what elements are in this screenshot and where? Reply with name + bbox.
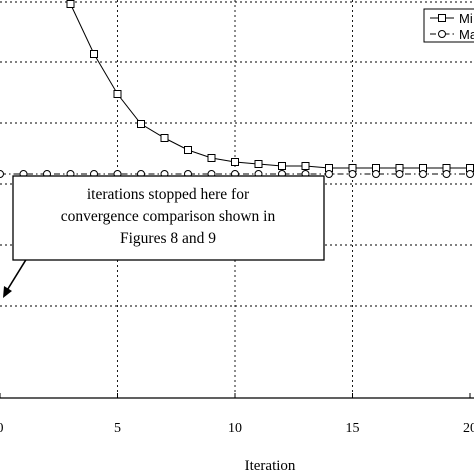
x-tick-label: 20 bbox=[463, 421, 474, 436]
annotation: iterations stopped here for convergence … bbox=[3, 175, 325, 298]
data-point-mi bbox=[254, 160, 263, 168]
x-ticks: 0 5 10 15 20 bbox=[0, 393, 474, 436]
data-point-mi bbox=[278, 162, 286, 170]
data-point-mi bbox=[66, 0, 75, 8]
data-point-mi bbox=[207, 154, 216, 162]
annotation-box bbox=[12, 175, 325, 261]
data-point-ma bbox=[325, 170, 333, 178]
x-tick-label: 10 bbox=[228, 421, 242, 436]
legend-marker-mi bbox=[438, 14, 446, 22]
data-point-mi bbox=[160, 134, 169, 142]
legend-label-ma: Ma bbox=[459, 27, 474, 42]
data-point-mi bbox=[90, 50, 98, 58]
data-point-ma bbox=[372, 170, 380, 178]
x-tick-label: 15 bbox=[346, 421, 360, 436]
legend: Mi Ma bbox=[423, 8, 474, 43]
annotation-line-2: convergence comparison shown in bbox=[61, 208, 276, 225]
data-point-ma bbox=[0, 170, 4, 178]
annotation-line-3: Figures 8 and 9 bbox=[120, 230, 216, 247]
data-point-ma bbox=[419, 170, 427, 178]
data-point-ma bbox=[348, 170, 357, 178]
x-tick-label: 0 bbox=[0, 421, 4, 436]
annotation-arrowhead bbox=[3, 286, 12, 298]
annotation-line-1: iterations stopped here for bbox=[87, 186, 250, 203]
legend-marker-ma bbox=[438, 30, 446, 38]
data-point-mi bbox=[301, 162, 310, 170]
legend-label-mi: Mi bbox=[459, 11, 473, 26]
data-point-ma bbox=[466, 170, 474, 178]
x-tick-label: 5 bbox=[114, 421, 121, 436]
x-axis-label: Iteration bbox=[245, 458, 296, 474]
data-point-mi bbox=[231, 158, 239, 166]
data-point-mi bbox=[113, 90, 122, 98]
data-point-mi bbox=[184, 146, 192, 154]
legend-box bbox=[423, 8, 474, 43]
data-point-ma bbox=[442, 170, 451, 178]
data-point-ma bbox=[395, 170, 404, 178]
data-point-mi bbox=[137, 120, 145, 128]
